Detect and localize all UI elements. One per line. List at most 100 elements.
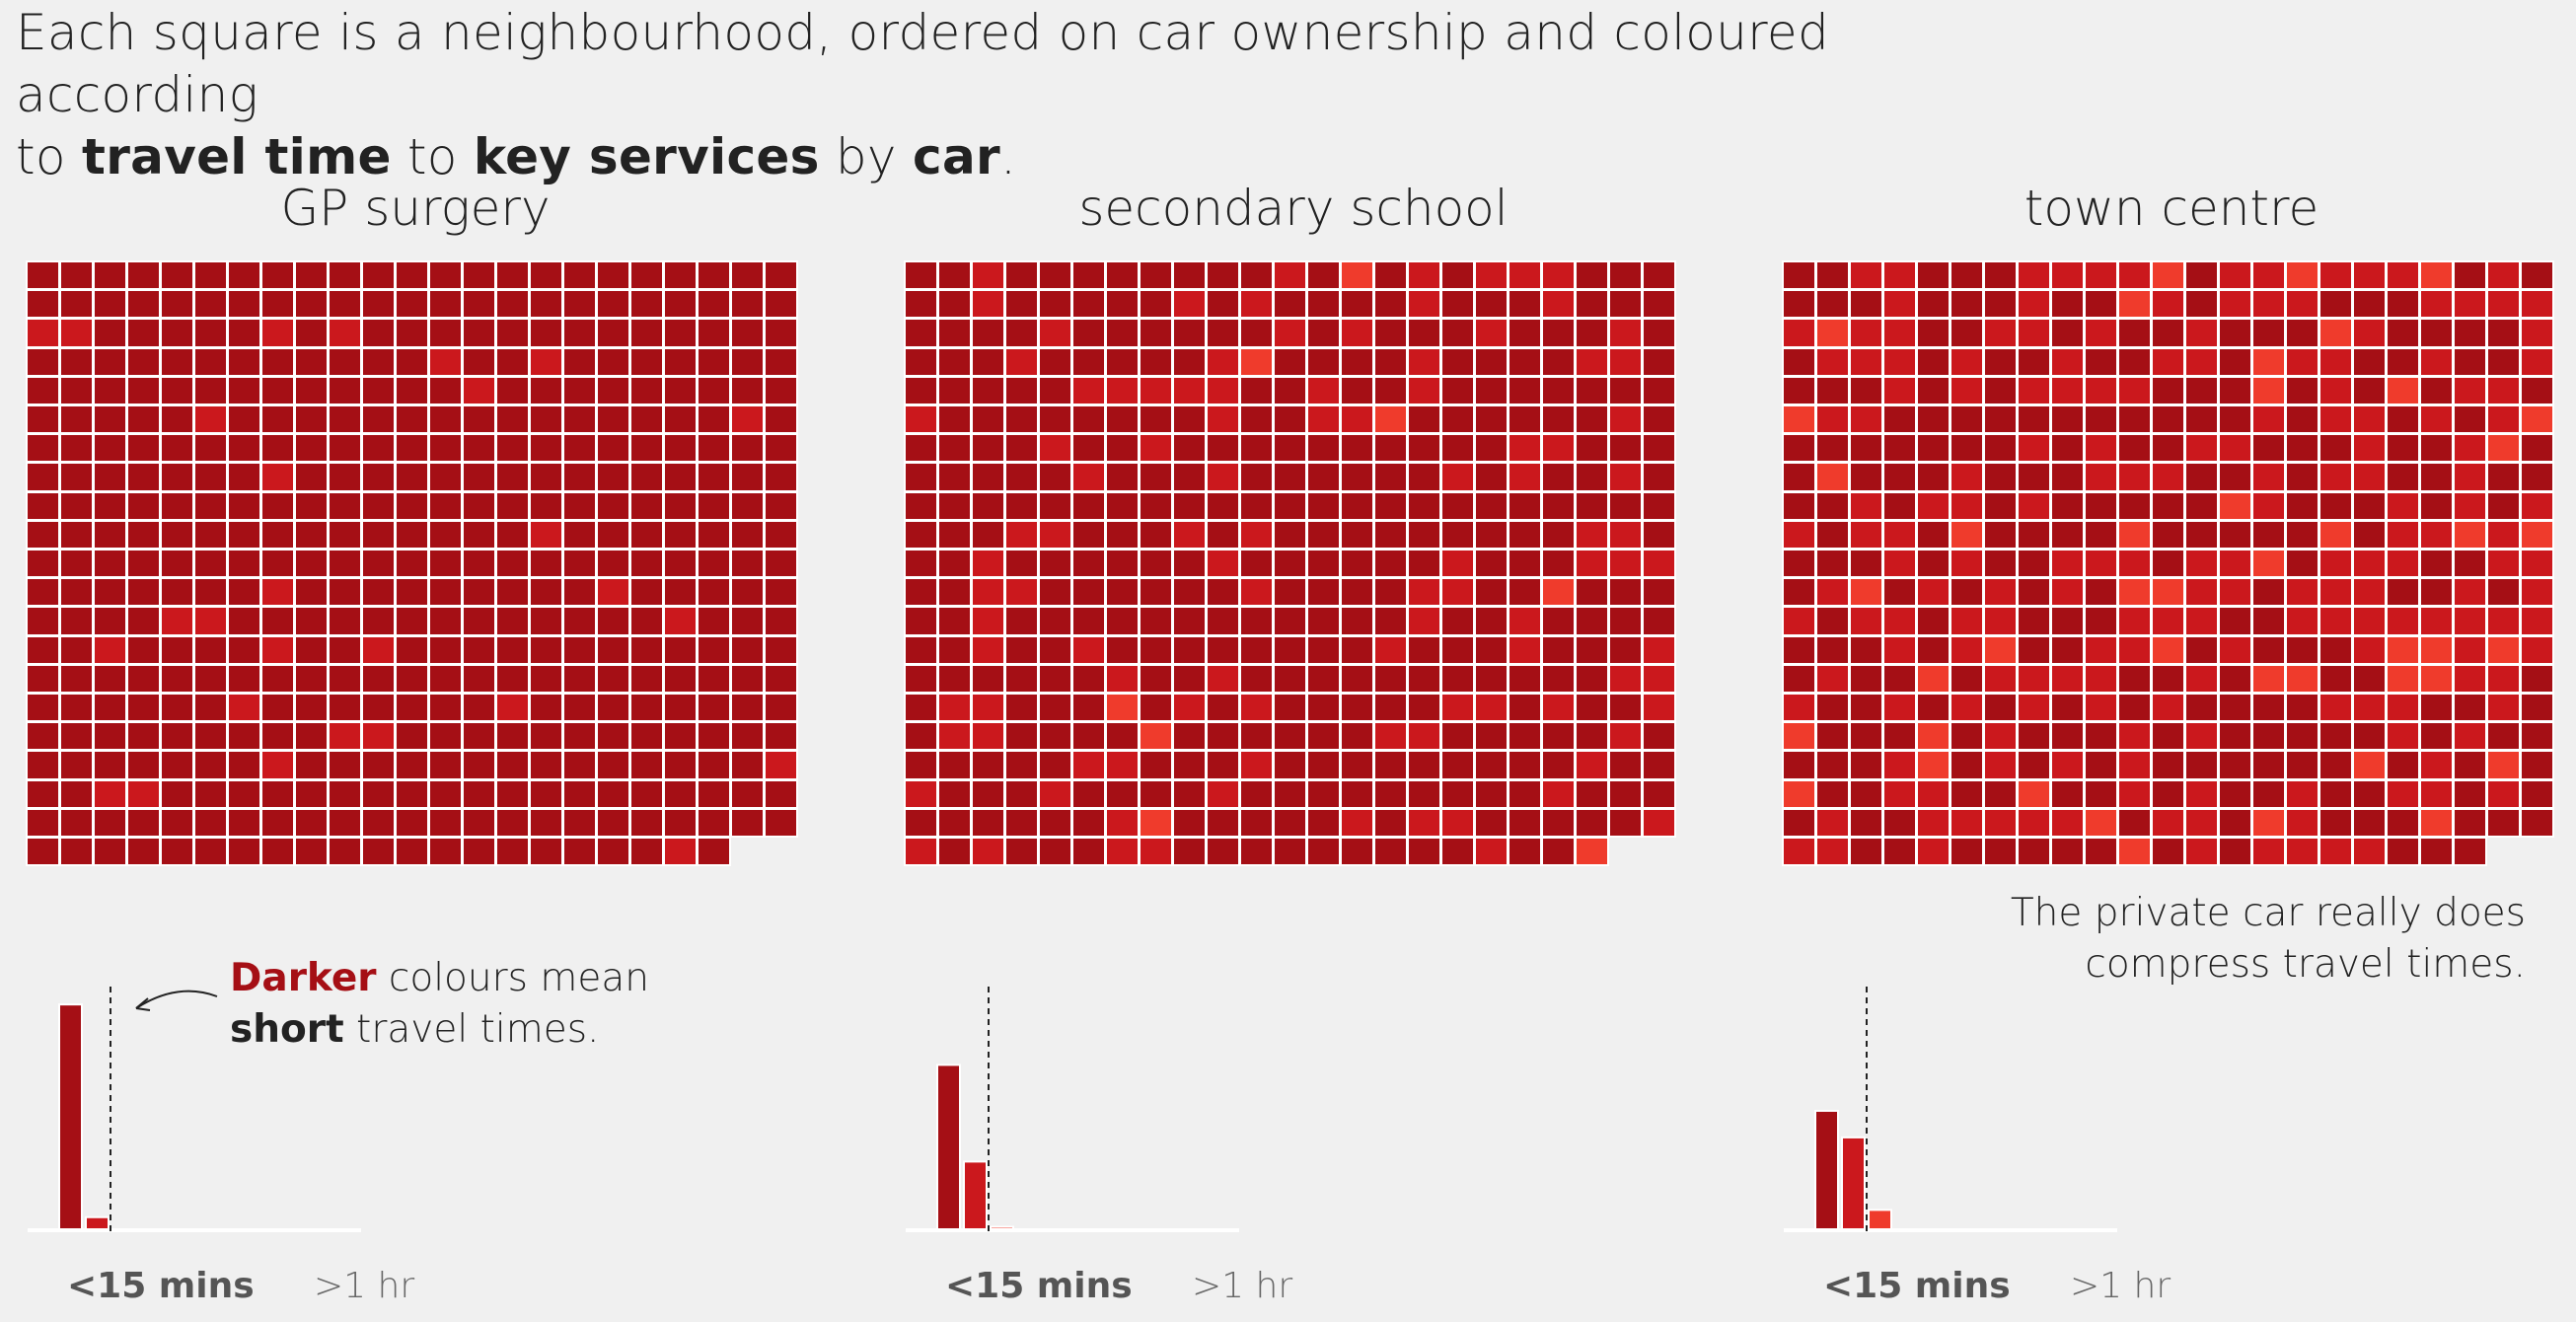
waffle-cell (1916, 433, 1950, 464)
waffle-cell (2318, 778, 2353, 809)
waffle-cell (2251, 259, 2286, 291)
title-emphasis: travel time (82, 128, 392, 185)
waffle-cell (2084, 606, 2118, 636)
waffle-cell (2486, 692, 2521, 723)
waffle-cell (1815, 404, 1850, 435)
waffle-cell (1474, 375, 1509, 405)
waffle-cell (93, 548, 127, 579)
xtick-low-secondary-school: <15 mins (945, 1266, 1133, 1306)
waffle-cell (1407, 807, 1441, 838)
chart-title-secondary-school: secondary school (1078, 180, 1509, 237)
waffle-cell (1882, 548, 1917, 579)
waffle-cell (2218, 692, 2252, 723)
waffle-cell (1373, 750, 1408, 780)
waffle-cell (937, 836, 972, 867)
waffle-cell (2285, 548, 2319, 579)
waffle-cell (2318, 259, 2353, 291)
waffle-cell (2218, 548, 2252, 579)
waffle-cell (1340, 289, 1374, 320)
waffle-cell (904, 346, 938, 377)
waffle-cell (1306, 807, 1341, 838)
waffle-cell (1983, 634, 2018, 665)
waffle-cell (1306, 663, 1341, 694)
waffle-cell (562, 750, 597, 780)
waffle-cell (529, 750, 563, 780)
waffle-cell (462, 519, 496, 550)
waffle-cell (1916, 490, 1950, 521)
waffle-cell (1916, 577, 1950, 608)
waffle-cell (629, 836, 664, 867)
waffle-cell (596, 721, 630, 752)
waffle-cell (2184, 519, 2219, 550)
waffle-cell (126, 375, 161, 405)
waffle-cell (1139, 433, 1173, 464)
waffle-cell (2050, 606, 2085, 636)
waffle-cell (730, 519, 765, 550)
waffle-cell (1206, 548, 1240, 579)
waffle-cell (126, 750, 161, 780)
waffle-cell (562, 375, 597, 405)
waffle-cell (2050, 318, 2085, 348)
waffle-cell (1306, 634, 1341, 665)
waffle-cell (1340, 433, 1374, 464)
waffle-cell (2386, 634, 2420, 665)
waffle-cell (2218, 577, 2252, 608)
waffle-cell (193, 606, 228, 636)
waffle-cell (764, 375, 798, 405)
waffle-cell (1882, 663, 1917, 694)
histogram-secondary-school (906, 987, 1239, 1232)
waffle-cell (328, 634, 362, 665)
waffle-cell (663, 346, 698, 377)
waffle-cell (2386, 462, 2420, 492)
waffle-cell (629, 721, 664, 752)
waffle-cell (2084, 634, 2118, 665)
waffle-cell (495, 289, 530, 320)
waffle-cell (2386, 577, 2420, 608)
waffle-cell (395, 404, 429, 435)
waffle-cell (1642, 634, 1676, 665)
waffle-cell (971, 346, 1005, 377)
waffle-cell (361, 289, 396, 320)
waffle-cell (2520, 490, 2554, 521)
waffle-cell (1239, 318, 1274, 348)
waffle-cell (2218, 462, 2252, 492)
waffle-cell (1373, 289, 1408, 320)
waffle-cell (1071, 375, 1106, 405)
waffle-cell (1440, 663, 1475, 694)
waffle-cell (328, 721, 362, 752)
waffle-cell (1004, 346, 1039, 377)
waffle-cell (1273, 807, 1307, 838)
annotation-text: travel times. (343, 1007, 600, 1052)
waffle-cell (193, 634, 228, 665)
waffle-cell (1950, 577, 1984, 608)
waffle-cell (2084, 721, 2118, 752)
waffle-cell (1440, 462, 1475, 492)
waffle-cell (126, 807, 161, 838)
waffle-cell (2151, 721, 2185, 752)
waffle-cell (2285, 778, 2319, 809)
waffle-cell (697, 606, 731, 636)
waffle-cell (937, 778, 972, 809)
waffle-cell (1273, 433, 1307, 464)
waffle-cell (1849, 490, 1883, 521)
waffle-cell (1575, 548, 1609, 579)
waffle-cell (2218, 490, 2252, 521)
waffle-cell (971, 807, 1005, 838)
annotation-car-line-1: The private car really does (2010, 891, 2526, 935)
waffle-cell (596, 433, 630, 464)
waffle-cell (227, 836, 261, 867)
waffle-cell (260, 519, 295, 550)
waffle-cell (1071, 519, 1106, 550)
waffle-cell (1306, 289, 1341, 320)
waffle-cell (328, 404, 362, 435)
waffle-cell (937, 692, 972, 723)
waffle-cell (462, 750, 496, 780)
waffle-cell (1642, 490, 1676, 521)
waffle-cell (2486, 548, 2521, 579)
waffle-cell (2386, 375, 2420, 405)
waffle-cell (764, 634, 798, 665)
waffle-cell (1474, 721, 1509, 752)
waffle-cell (697, 692, 731, 723)
waffle-cell (1642, 404, 1676, 435)
waffle-cell (2117, 318, 2152, 348)
